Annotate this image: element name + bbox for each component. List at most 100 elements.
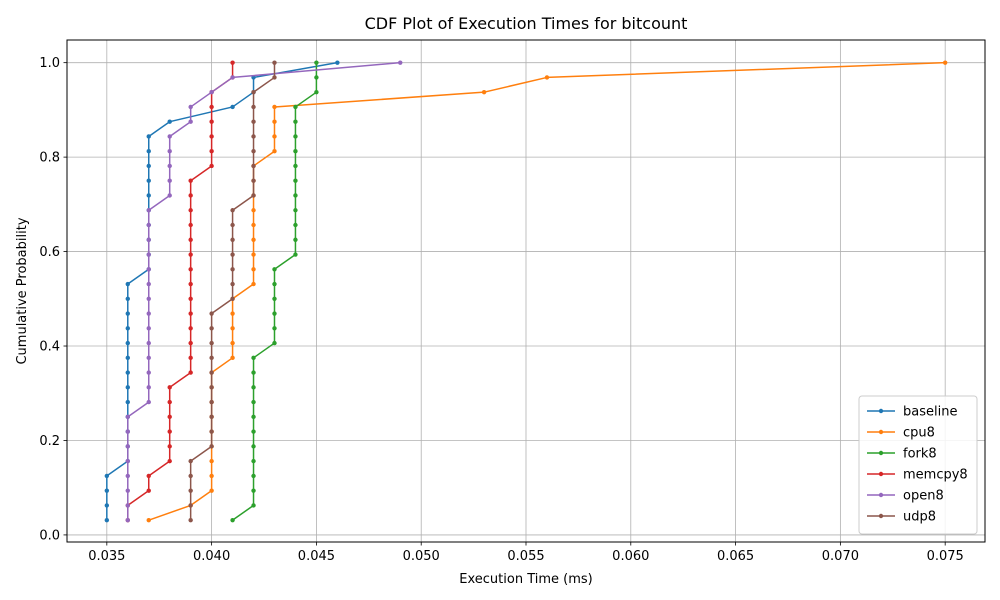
data-point: [209, 119, 214, 124]
data-point: [104, 517, 110, 523]
data-point: [230, 517, 235, 523]
data-point: [230, 75, 235, 80]
data-point: [209, 385, 214, 390]
data-point: [209, 473, 214, 479]
data-point: [251, 399, 256, 405]
data-point: [188, 503, 193, 508]
data-point: [251, 414, 256, 420]
legend-label: baseline: [903, 405, 957, 420]
data-point: [251, 488, 256, 493]
data-point: [188, 104, 193, 110]
x-axis: 0.035 0.040 0.045 0.050 0.055 0.060 0.065 0.070…: [88, 542, 964, 564]
data-point: [230, 104, 235, 110]
y-tick-label: 0.2: [39, 434, 60, 449]
data-point: [167, 119, 172, 124]
data-point: [146, 208, 151, 213]
y-tick-label: 0.8: [39, 151, 60, 166]
data-point: [209, 104, 214, 110]
data-point: [293, 222, 298, 228]
legend-item-memcpy8: memcpy8: [867, 468, 968, 483]
data-point: [167, 385, 172, 390]
x-tick-label: 0.055: [507, 549, 544, 564]
data-point: [293, 252, 298, 257]
data-point: [335, 60, 340, 65]
data-point: [209, 399, 214, 405]
data-point: [146, 488, 151, 493]
legend-marker: [878, 492, 884, 498]
grid-lines: [67, 40, 985, 542]
data-point: [251, 444, 256, 449]
data-point: [209, 355, 214, 361]
legend-label: fork8: [903, 447, 937, 462]
x-tick-label: 0.045: [298, 549, 335, 564]
data-point: [125, 296, 130, 301]
series-open8: [125, 60, 403, 523]
data-point: [544, 75, 550, 80]
data-point: [272, 340, 277, 346]
series-line: [127, 62, 234, 521]
data-point: [146, 163, 151, 169]
data-point: [167, 444, 172, 449]
data-point: [314, 75, 319, 80]
legend-item-cpu8: cpu8: [867, 426, 935, 441]
data-point: [125, 444, 130, 449]
x-tick-label: 0.070: [822, 549, 859, 564]
data-point: [125, 340, 130, 346]
data-point: [146, 149, 151, 154]
data-point: [104, 473, 110, 479]
y-axis: 0.0 0.2 0.4 0.6 0.8 1.0: [39, 56, 67, 543]
data-point: [272, 296, 277, 301]
legend-marker: [878, 471, 884, 477]
data-point: [188, 355, 193, 361]
data-point: [188, 222, 193, 228]
data-point: [230, 252, 235, 257]
legend-label: memcpy8: [903, 468, 968, 483]
data-point: [272, 134, 277, 139]
data-point: [251, 163, 256, 169]
legend-marker: [878, 408, 884, 414]
x-tick-label: 0.065: [717, 549, 754, 564]
data-point: [272, 281, 277, 287]
data-point: [230, 222, 235, 228]
data-point: [251, 104, 256, 110]
data-point: [188, 193, 193, 198]
data-point: [942, 60, 948, 65]
data-point: [146, 296, 151, 301]
data-point: [251, 119, 256, 124]
data-point: [188, 311, 193, 316]
data-point: [188, 208, 193, 213]
data-point: [209, 429, 214, 434]
data-point: [188, 370, 193, 375]
data-point: [125, 311, 130, 316]
data-point: [209, 370, 214, 375]
data-point: [293, 134, 298, 139]
data-point: [293, 104, 298, 110]
data-point: [146, 222, 151, 228]
x-tick-label: 0.060: [612, 549, 649, 564]
legend-label: udp8: [903, 510, 936, 525]
data-point: [188, 281, 193, 287]
data-point: [125, 414, 130, 420]
data-point: [167, 178, 172, 183]
data-point: [146, 399, 151, 405]
legend-marker: [878, 429, 884, 435]
data-point: [125, 488, 130, 493]
data-point: [230, 237, 235, 242]
data-point: [272, 326, 277, 331]
data-point: [293, 193, 298, 198]
data-point: [251, 134, 256, 139]
data-point: [251, 149, 256, 154]
data-point: [125, 385, 130, 390]
data-point: [125, 370, 130, 375]
series-line: [127, 61, 401, 521]
data-point: [188, 488, 193, 493]
data-point: [104, 503, 110, 508]
data-point: [167, 163, 172, 169]
data-point: [293, 119, 298, 124]
legend-item-open8: open8: [867, 489, 944, 504]
x-tick-label: 0.040: [193, 549, 230, 564]
y-axis-label: Cumulative Probability: [15, 217, 30, 364]
data-point: [230, 326, 235, 331]
data-point: [251, 370, 256, 375]
